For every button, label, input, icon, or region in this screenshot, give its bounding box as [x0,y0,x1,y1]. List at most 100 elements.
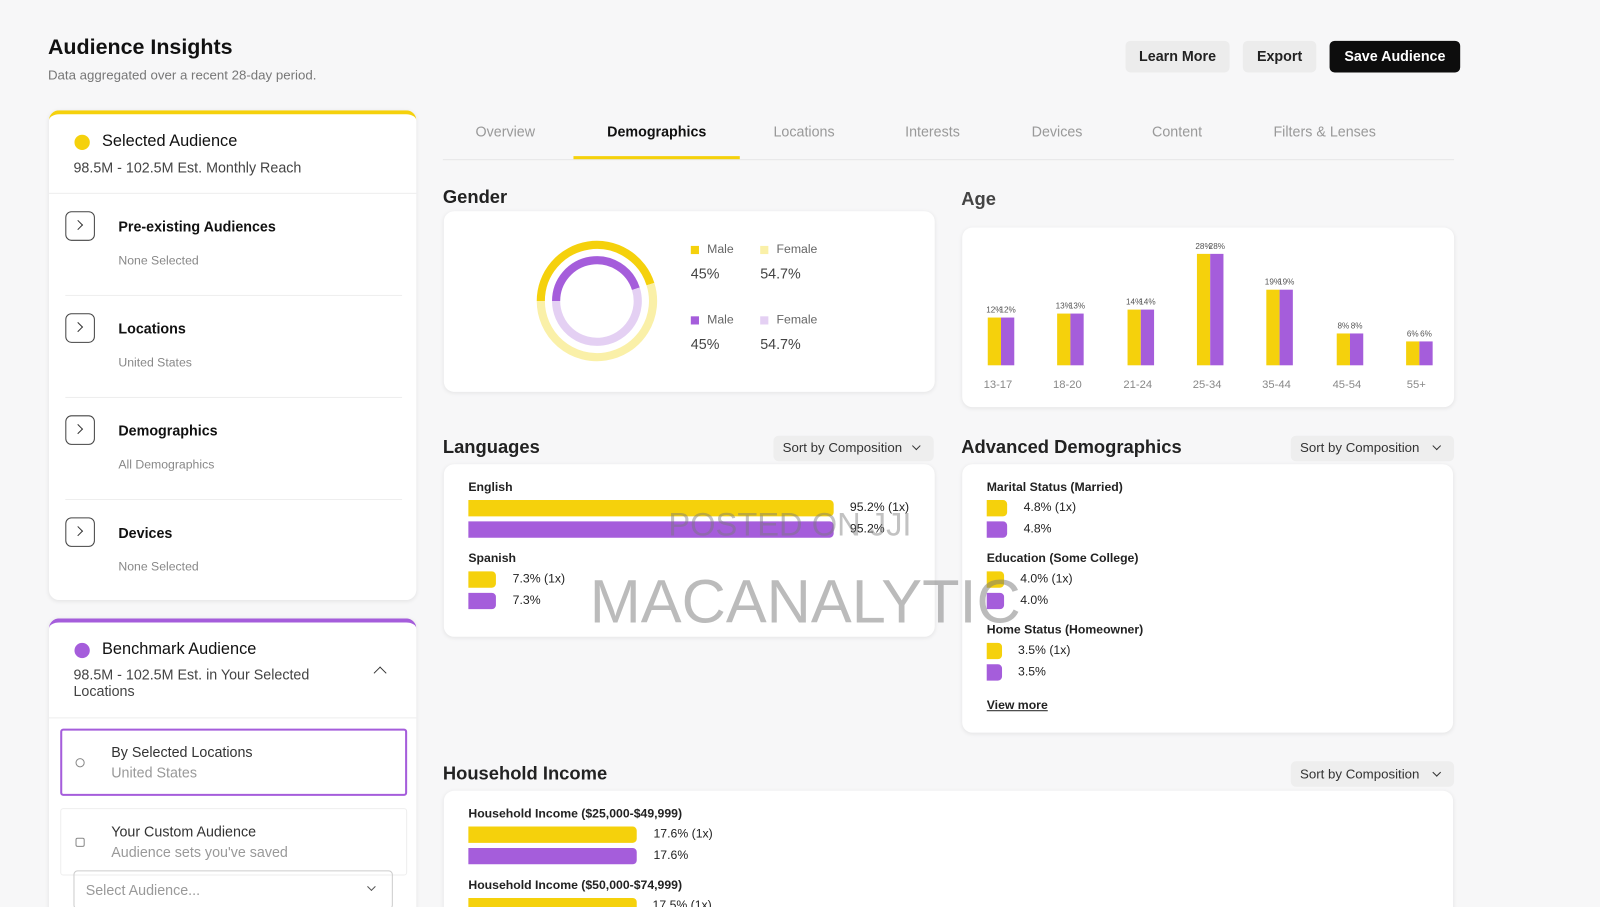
section-title: Household Income [442,763,608,784]
bar [986,499,1008,517]
legend-swatch [760,245,769,255]
legend-label: Female [776,242,818,257]
bar [468,847,638,865]
selected-audience-card [48,110,417,600]
sort-label: Sort by Composition [1299,439,1420,455]
audience-dot [74,642,90,659]
item-name: Spanish [468,551,517,566]
button-label: Save Audience [1344,48,1446,65]
bar-label: 17.5% (1x) [652,898,712,907]
bar [468,897,637,907]
item-value: All Demographics [118,457,215,472]
divider [65,396,403,398]
audience-select[interactable] [73,870,393,907]
tab[interactable]: Overview [475,123,536,140]
option-label: Your Custom Audience [111,823,257,840]
legend-label: Male [707,242,734,257]
tab[interactable]: Locations [773,123,835,140]
section-title: Age [961,189,996,210]
benchmark-option[interactable] [60,808,408,876]
bar [468,521,834,538]
legend-swatch [690,245,699,255]
bar [468,571,497,588]
bar [468,592,497,610]
divider [48,717,417,719]
sort-label: Sort by Composition [1299,765,1420,782]
item-label: Pre-existing Audiences [118,218,276,235]
sort-dropdown[interactable] [773,435,934,462]
languages-card [443,464,935,637]
bar-label: 7.3% [512,593,541,608]
bar-label: 95.2% (1x) [849,500,910,515]
bar-label: 95.2% [849,521,885,536]
option-label: By Selected Locations [111,743,253,761]
tab[interactable]: Devices [1031,123,1083,140]
tab[interactable]: Demographics [607,123,707,140]
bar [986,664,1002,681]
bar [468,826,638,843]
item-value: None Selected [118,559,199,574]
sort-dropdown[interactable] [1290,761,1455,787]
item-name: Education (Some College) [986,551,1139,566]
bar-label: 4.0% [1020,593,1049,608]
bar-label: 4.0% (1x) [1020,571,1073,586]
item-label: Demographics [118,422,218,439]
page-subtitle: Data aggregated over a recent 28-day per… [47,66,317,83]
button-label: Export [1256,48,1303,65]
header-button[interactable]: Learn More [1125,40,1230,73]
bar-label: 3.5% [1018,664,1046,679]
expand-button[interactable] [65,517,95,547]
legend-value: 54.7% [760,335,801,352]
item-name: Household Income ($25,000-$49,999) [468,806,683,821]
item-value: United States [118,355,192,370]
bar-label: 4.8% (1x) [1023,500,1077,515]
watermark: MACANALYTIC [589,567,1021,636]
option-icon [75,758,85,768]
audience-dot [74,134,90,150]
header-button[interactable]: Export [1242,40,1317,73]
expand-button[interactable] [65,415,95,445]
section-title: Languages [442,437,540,458]
legend-swatch [760,316,769,325]
watermark: POSTED ON JJI [668,506,912,544]
bar-label: 3.5% (1x) [1018,643,1071,658]
tab[interactable]: Interests [905,123,960,140]
benchmark-option[interactable] [60,728,408,796]
item-name: English [468,479,513,495]
select-placeholder: Select Audience... [85,881,201,898]
reach-text: 98.5M - 102.5M Est. in Your Selected Loc… [73,666,310,699]
benchmark-audience-card [48,618,417,907]
age-card [962,227,1455,408]
bar [986,521,1008,538]
section-title: Advanced Demographics [961,437,1182,458]
option-value: Audience sets you've saved [111,843,288,861]
page-title: Audience Insights [47,36,233,60]
chevron-icon [73,321,84,333]
chevron-icon [73,219,84,231]
item-name: Marital Status (Married) [986,479,1123,495]
reach-text: 98.5M - 102.5M Est. Monthly Reach [73,159,302,176]
bar-label: 4.8% [1023,521,1052,536]
advanced-card [962,464,1454,733]
tab[interactable]: Filters & Lenses [1273,123,1376,140]
expand-button[interactable] [65,313,95,343]
button-label: Learn More [1139,48,1217,65]
tab[interactable]: Content [1152,123,1203,140]
gender-card [443,211,935,392]
item-label: Devices [118,524,173,541]
item-value: None Selected [118,253,199,268]
legend-value: 54.7% [760,265,801,282]
legend-label: Male [707,312,734,327]
expand-button[interactable] [65,211,95,241]
header-button[interactable]: Save Audience [1329,40,1461,73]
sort-dropdown[interactable] [1290,435,1455,462]
bar [468,499,834,517]
tab-underline [573,156,740,160]
tab-divider [442,159,1455,161]
bar-label: 7.3% (1x) [512,571,566,586]
card-title: Selected Audience [102,132,238,150]
view-more-link[interactable]: View more [986,697,1048,713]
